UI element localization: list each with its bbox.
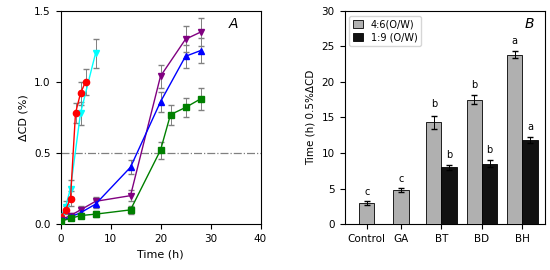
Y-axis label: ΔCD (%): ΔCD (%) xyxy=(19,94,29,141)
Bar xyxy=(482,164,497,224)
Bar xyxy=(507,55,522,224)
Bar xyxy=(442,167,457,224)
Text: c: c xyxy=(398,174,404,184)
Text: a: a xyxy=(527,122,533,132)
Legend: 4:6(O/W), 1:9 (O/W): 4:6(O/W), 1:9 (O/W) xyxy=(349,16,421,46)
Text: c: c xyxy=(364,187,370,197)
Text: A: A xyxy=(228,17,238,31)
Bar xyxy=(466,100,482,224)
Text: b: b xyxy=(471,80,477,90)
Text: b: b xyxy=(486,146,493,156)
Y-axis label: Time (h) 0.5%ΔCD: Time (h) 0.5%ΔCD xyxy=(306,70,316,165)
Bar xyxy=(359,203,375,224)
Bar xyxy=(522,140,538,224)
Text: b: b xyxy=(446,150,452,160)
Text: a: a xyxy=(512,36,518,46)
Text: B: B xyxy=(525,17,534,31)
Text: b: b xyxy=(431,99,437,109)
Bar xyxy=(426,122,442,224)
Bar xyxy=(393,190,409,224)
X-axis label: Time (h): Time (h) xyxy=(137,249,184,259)
